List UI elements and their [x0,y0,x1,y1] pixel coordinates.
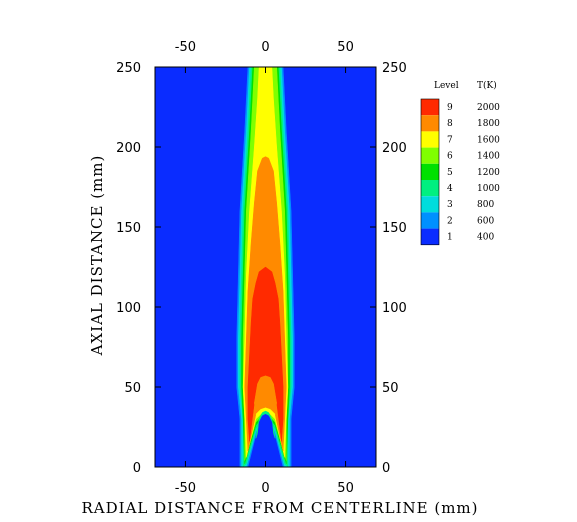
legend-swatch-level-4 [421,180,439,197]
y-tick-label-left: 150 [116,221,141,236]
y-tick-label-right: 200 [382,141,407,156]
legend-swatch-level-2 [421,212,439,229]
axis-ticks [155,66,376,468]
legend-level-label: 6 [447,152,453,162]
legend-temperature-label: 400 [477,233,494,243]
x-tick-label-top: 50 [337,40,354,55]
x-axis-title: RADIAL DISTANCE FROM CENTERLINE (mm) [81,499,478,517]
contour-level-8-region [254,375,277,413]
y-tick-label-right: 0 [382,461,390,476]
legend-level-label: 8 [447,119,453,129]
plot-area [154,66,377,468]
legend-level-label: 7 [447,135,453,145]
contour-level-1-region [257,413,274,467]
y-tick-label-right: 250 [382,61,407,76]
y-tick-label-right: 150 [382,221,407,236]
x-tick-label-bottom: 0 [261,481,269,496]
legend-level-label: 4 [447,184,453,194]
y-tick-label-left: 250 [116,61,141,76]
legend-temperature-label: 2000 [477,103,500,113]
legend-temperature-label: 1400 [477,152,500,162]
y-tick-label-right: 100 [382,301,407,316]
legend-swatch-level-1 [421,228,439,245]
axis-tick-labels: -50 -50 0 0 50 50 0 0 50 50 100 100 150 150 200 200 250 2… [116,40,407,496]
legend-level-label: 2 [447,216,453,226]
y-tick-label-left: 200 [116,141,141,156]
y-tick-label-left: 0 [133,461,141,476]
legend-swatch-level-5 [421,163,439,180]
y-tick-label-right: 50 [382,381,399,396]
y-tick-label-left: 100 [116,301,141,316]
contour-fills [155,67,376,467]
legend-colorbar-frame [420,98,440,246]
legend-temperature-label: 1600 [477,135,500,145]
legend-level-label: 3 [447,200,453,210]
legend-temperature-label: 1800 [477,119,500,129]
legend-swatch-level-7 [421,131,439,148]
legend-temperature-label: 1000 [477,184,500,194]
legend-level-label: 1 [447,233,453,243]
x-tick-label-bottom: -50 [175,481,196,496]
legend-level-label: 5 [447,168,453,178]
y-axis-title: AXIAL DISTANCE (mm) [88,155,106,357]
legend-swatch-level-3 [421,196,439,213]
legend-swatch-level-8 [421,115,439,132]
legend-swatch-level-6 [421,147,439,164]
legend-header-temperature: T(K) [477,80,497,91]
legend-header-level: Level [434,81,459,91]
legend-temperature-label: 800 [477,200,494,210]
x-tick-label-top: 0 [261,40,269,55]
legend-temperature-label: 1200 [477,168,500,178]
x-tick-label-top: -50 [175,40,196,55]
y-tick-label-left: 50 [124,381,141,396]
legend-level-label: 9 [447,103,453,113]
legend-temperature-label: 600 [477,216,494,226]
legend-swatch-level-9 [421,99,439,116]
x-tick-label-bottom: 50 [337,481,354,496]
